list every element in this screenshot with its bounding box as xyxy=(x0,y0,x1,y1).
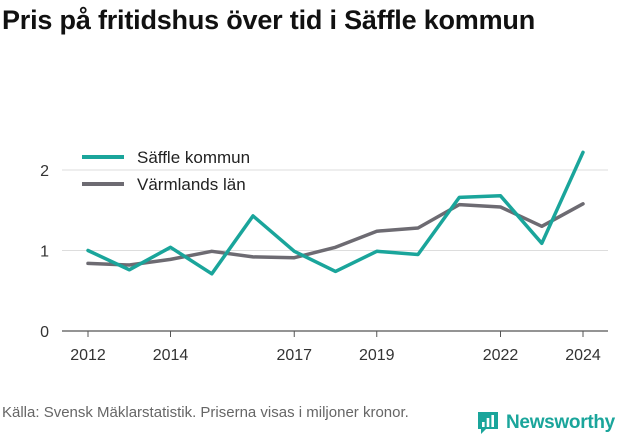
x-tick-label: 2019 xyxy=(359,347,395,364)
source-note: Källa: Svensk Mäklarstatistik. Priserna … xyxy=(2,404,409,421)
x-tick-label: 2024 xyxy=(565,347,601,364)
y-tick-label: 1 xyxy=(40,244,49,261)
legend-label-saffle: Säffle kommun xyxy=(137,148,250,167)
x-tick-label: 2012 xyxy=(70,347,106,364)
legend-label-varmland: Värmlands län xyxy=(137,175,246,194)
series-lines xyxy=(86,150,585,276)
x-tick-label: 2017 xyxy=(276,347,312,364)
legend: Säffle kommun Värmlands län xyxy=(82,148,250,194)
x-tick-label: 2022 xyxy=(483,347,519,364)
series-line-saffle xyxy=(86,150,585,276)
newsworthy-logo-icon xyxy=(478,412,498,434)
chart-title: Pris på fritidshus över tid i Säffle kom… xyxy=(2,5,536,35)
brand-name: Newsworthy xyxy=(506,412,615,433)
series-line-varmland xyxy=(86,202,585,267)
x-axis: 2012 2014 2017 2019 2022 2024 xyxy=(70,331,601,364)
y-tick-label: 0 xyxy=(40,324,49,341)
x-tick-label: 2014 xyxy=(153,347,189,364)
gridlines xyxy=(62,169,608,332)
brand: Newsworthy xyxy=(476,409,615,437)
y-axis-labels: 0 1 2 xyxy=(40,163,49,341)
y-tick-label: 2 xyxy=(40,163,49,180)
